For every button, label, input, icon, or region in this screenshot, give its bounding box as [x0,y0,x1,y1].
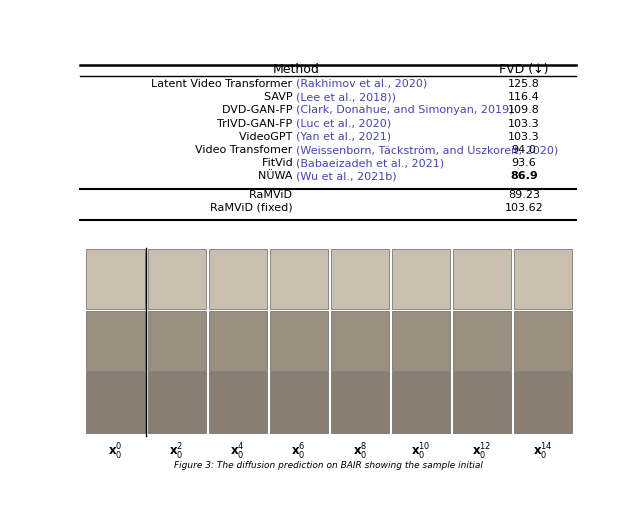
Bar [514,372,572,433]
Bar [392,311,450,371]
Text: 103.3: 103.3 [508,118,540,129]
Text: VideoGPT: VideoGPT [239,132,296,142]
Text: $\mathbf{x}_0^{14}$: $\mathbf{x}_0^{14}$ [533,442,553,462]
Text: 125.8: 125.8 [508,79,540,89]
Text: TrIVD-GAN-FP: TrIVD-GAN-FP [217,118,296,129]
Text: $\mathbf{x}_0^{0}$: $\mathbf{x}_0^{0}$ [108,442,123,462]
Bar [392,372,450,433]
Text: Figure 3: The diffusion prediction on BAIR showing the sample initial: Figure 3: The diffusion prediction on BA… [173,461,483,470]
Bar [209,311,267,371]
Text: 103.62: 103.62 [504,203,543,213]
Text: (Clark, Donahue, and Simonyan, 2019): (Clark, Donahue, and Simonyan, 2019) [296,105,513,115]
Bar [453,249,511,309]
Bar [331,372,389,433]
Text: FVD (↓): FVD (↓) [499,63,548,76]
Text: 86.9: 86.9 [510,172,538,182]
Text: 103.3: 103.3 [508,132,540,142]
Bar [392,249,450,309]
Bar [147,249,205,309]
Text: $\mathbf{x}_0^{8}$: $\mathbf{x}_0^{8}$ [353,442,367,462]
Text: NÜWA: NÜWA [258,172,296,182]
Text: (Wu et al., 2021b): (Wu et al., 2021b) [296,172,396,182]
Bar [147,372,205,433]
Text: RaMViD: RaMViD [249,190,296,200]
Text: 109.8: 109.8 [508,105,540,115]
Text: 89.23: 89.23 [508,190,540,200]
Bar [269,372,328,433]
Bar [86,372,145,433]
Text: RaMViD (fixed): RaMViD (fixed) [210,203,296,213]
Bar [147,311,205,371]
Text: (Rakhimov et al., 2020): (Rakhimov et al., 2020) [296,79,427,89]
Bar [331,249,389,309]
Text: (Babaeizadeh et al., 2021): (Babaeizadeh et al., 2021) [296,158,444,168]
Text: DVD-GAN-FP: DVD-GAN-FP [222,105,296,115]
Bar [331,311,389,371]
Text: $\mathbf{x}_0^{12}$: $\mathbf{x}_0^{12}$ [472,442,492,462]
Bar [269,311,328,371]
Bar [453,311,511,371]
Bar [269,249,328,309]
Text: (Yan et al., 2021): (Yan et al., 2021) [296,132,391,142]
Bar [453,372,511,433]
Bar [209,249,267,309]
Text: FitVid: FitVid [262,158,296,168]
Bar [86,249,145,309]
Text: Method: Method [273,63,319,76]
Text: $\mathbf{x}_0^{6}$: $\mathbf{x}_0^{6}$ [291,442,306,462]
Text: (Lee et al., 2018)): (Lee et al., 2018)) [296,92,396,102]
Bar [86,311,145,371]
Text: Video Transfomer: Video Transfomer [195,145,296,155]
Text: Latent Video Transformer: Latent Video Transformer [151,79,296,89]
Text: SAVP: SAVP [264,92,296,102]
Bar [209,372,267,433]
Text: (Weissenborn, Täckström, and Uszkoreit, 2020): (Weissenborn, Täckström, and Uszkoreit, … [296,145,558,155]
Text: (Luc et al., 2020): (Luc et al., 2020) [296,118,391,129]
Bar [514,249,572,309]
Text: $\mathbf{x}_0^{2}$: $\mathbf{x}_0^{2}$ [170,442,184,462]
Text: 93.6: 93.6 [511,158,536,168]
Bar [514,311,572,371]
Text: 116.4: 116.4 [508,92,540,102]
Text: $\mathbf{x}_0^{4}$: $\mathbf{x}_0^{4}$ [230,442,245,462]
Text: $\mathbf{x}_0^{10}$: $\mathbf{x}_0^{10}$ [411,442,431,462]
Text: 94.0: 94.0 [511,145,536,155]
